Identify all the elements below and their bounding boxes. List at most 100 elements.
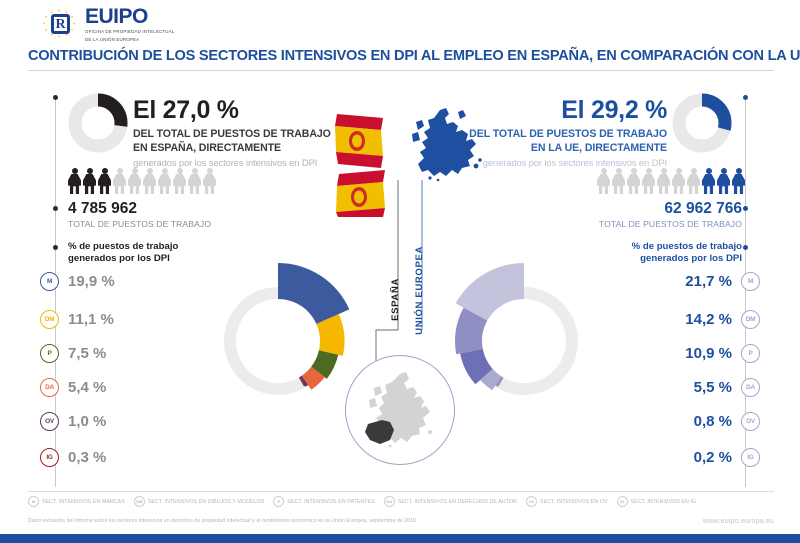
donut-segment-ig — [497, 377, 504, 387]
spain-sector-donut-chart — [224, 263, 350, 395]
footer-divider — [28, 491, 774, 492]
legend-item-ig: IG SECT. INTENSIVOS EN IG — [616, 496, 697, 507]
eu-map-icon — [412, 108, 482, 182]
legend-item-p: P SECT. INTENSIVOS EN PATENTES — [273, 496, 375, 507]
legend-item-dm: DM SECT. INTENSIVOS EN DIBUJOS Y MODELOS — [133, 496, 265, 507]
person-icon — [188, 168, 201, 194]
donut-segment-ov — [299, 375, 309, 387]
donut-segment-ig — [298, 377, 305, 387]
legend-label-da: SECT. INTENSIVOS EN DERECHOS DE AUTOR — [397, 498, 517, 505]
right-axis-line — [745, 95, 746, 487]
spain-headline-percent: El 27,0 % — [133, 96, 239, 124]
eu-people-pictogram — [597, 168, 745, 194]
sector-badge-ov[interactable]: OV — [741, 412, 760, 431]
right-axis-dot-2 — [743, 206, 748, 211]
sector-badge-ov[interactable]: OV — [40, 412, 59, 431]
eu-stars-icon: R — [42, 8, 78, 40]
spain-people-pictogram — [68, 168, 216, 194]
person-icon — [687, 168, 700, 194]
sector-badge-da[interactable]: DA — [40, 378, 59, 397]
spain-percent-heading: % de puestos de trabajo generados por lo… — [68, 241, 178, 266]
eu-percent-heading-line2: generados por los DPI — [640, 253, 742, 265]
donut-segment-p — [311, 350, 339, 379]
sector-percent-ov: 1,0 % — [68, 413, 107, 430]
spain-headline-line2: EN ESPAÑA, DIRECTAMENTE — [133, 141, 281, 154]
page-title: CONTRIBUCIÓN DE LOS SECTORES INTENSIVOS … — [28, 48, 800, 64]
logo-subtitle-line2: DE LA UNIÓN EUROPEA — [85, 36, 140, 42]
eu-total-label: TOTAL DE PUESTOS DE TRABAJO — [598, 219, 742, 229]
right-axis-dot-1 — [743, 95, 748, 100]
eu-vertical-label: UNIÓN EUROPEA — [414, 246, 425, 335]
spain-vertical-label: ESPAÑA — [390, 278, 401, 321]
sector-badge-p[interactable]: P — [741, 344, 760, 363]
center-connector-lines — [375, 180, 423, 370]
sector-percent-da: 5,4 % — [68, 379, 107, 396]
title-divider — [28, 70, 774, 71]
donut-segment-m — [455, 263, 524, 321]
eu-headline-percent: El 29,2 % — [561, 96, 667, 124]
sector-percent-p: 7,5 % — [68, 345, 107, 362]
person-icon — [158, 168, 171, 194]
eu-total-number: 62 962 766 — [664, 200, 742, 217]
sector-percent-ig: 0,3 % — [68, 449, 107, 466]
person-icon — [597, 168, 610, 194]
sector-percent-ov: 0,8 % — [693, 413, 732, 430]
logo-letter-r: R — [51, 14, 70, 35]
donut-segment-ov — [495, 376, 503, 387]
spain-headline-line1: DEL TOTAL DE PUESTOS DE TRABAJO — [133, 128, 331, 140]
donut-segment-p — [460, 349, 493, 385]
legend-badge-dm: DM — [133, 496, 145, 507]
sector-badge-dm[interactable]: DM — [741, 310, 760, 329]
sector-badge-m[interactable]: M — [40, 272, 59, 291]
sector-percent-m: 21,7 % — [685, 273, 732, 290]
spain-headline: El 27,0 % DEL TOTAL DE PUESTOS DE TRABAJ… — [133, 96, 331, 168]
spain-total-number: 4 785 962 — [68, 200, 137, 217]
left-axis-dot-1 — [53, 95, 58, 100]
spain-total-label: TOTAL DE PUESTOS DE TRABAJO — [68, 219, 212, 229]
legend-item-ov: OV SECT. INTENSIVOS EN OV — [525, 496, 608, 507]
legend-label-ig: SECT. INTENSIVOS EN IG — [630, 498, 697, 505]
eu-sector-donut-chart — [454, 263, 578, 395]
sector-percent-m: 19,9 % — [68, 273, 115, 290]
euipo-logo: R EUIPO OFICINA DE PROPIEDAD INTELECTUAL… — [42, 6, 174, 43]
legend-label-dm: SECT. INTENSIVOS EN DIBUJOS Y MODELOS — [147, 498, 265, 505]
person-icon — [83, 168, 96, 194]
eu-percent-heading-line1: % de puestos de trabajo — [631, 241, 742, 252]
spain-percent-heading-line2: generados por los DPI — [68, 253, 170, 265]
donut-segment-da — [301, 366, 325, 390]
donut-segment-m — [278, 263, 350, 324]
spain-headline-line3: generados por los sectores intensivos en… — [133, 157, 318, 169]
person-icon — [642, 168, 655, 194]
center-europe-map-icon — [365, 372, 432, 448]
person-icon — [68, 168, 81, 194]
legend-item-m: M SECT. INTENSIVOS EN MARCAS — [28, 496, 125, 507]
source-note: Datos extraídos del informe sobre los se… — [28, 518, 418, 524]
legend-badge-da: DA — [383, 496, 395, 507]
spain-percent-heading-line1: % de puestos de trabajo — [68, 241, 179, 252]
footer-bar — [0, 534, 800, 543]
eu-headline-line2: EN LA UE, DIRECTAMENTE — [530, 141, 667, 154]
person-icon — [203, 168, 216, 194]
sector-badge-dm[interactable]: DM — [40, 310, 59, 329]
sector-badge-m[interactable]: M — [741, 272, 760, 291]
legend-badge-ig: IG — [616, 496, 628, 507]
logo-subtitle-line1: OFICINA DE PROPIEDAD INTELECTUAL — [85, 29, 175, 34]
person-icon — [672, 168, 685, 194]
sector-badge-p[interactable]: P — [40, 344, 59, 363]
sector-badge-ig[interactable]: IG — [741, 448, 760, 467]
person-icon — [98, 168, 111, 194]
person-icon — [612, 168, 625, 194]
sector-badge-ig[interactable]: IG — [40, 448, 59, 467]
left-axis-line — [55, 95, 56, 487]
person-icon — [173, 168, 186, 194]
left-axis-dot-2 — [53, 206, 58, 211]
legend-badge-ov: OV — [525, 496, 537, 507]
person-icon — [627, 168, 640, 194]
eu-headline: El 29,2 % DEL TOTAL DE PUESTOS DE TRABAJ… — [469, 96, 667, 168]
sector-badge-da[interactable]: DA — [741, 378, 760, 397]
logo-wordmark: EUIPO — [85, 5, 148, 28]
legend-label-p: SECT. INTENSIVOS EN PATENTES — [287, 498, 375, 505]
eu-summary-donut — [672, 93, 732, 153]
website-url[interactable]: www.euipo.europa.eu — [702, 516, 774, 525]
donut-segment-da — [480, 368, 502, 391]
